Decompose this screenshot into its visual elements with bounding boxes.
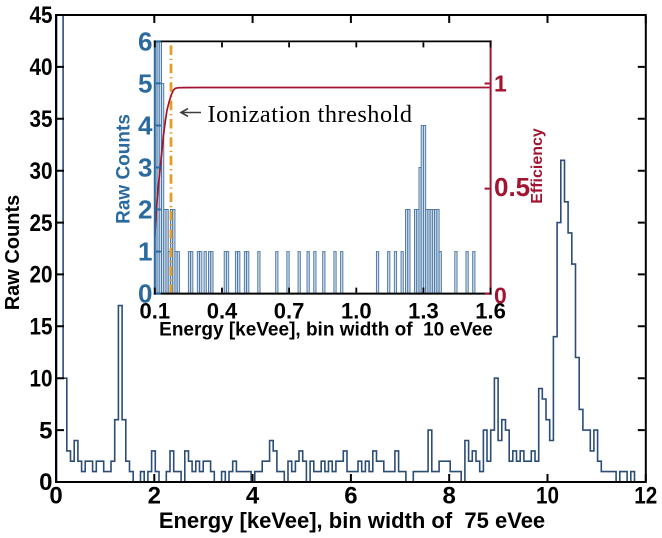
svg-text:0: 0 bbox=[49, 483, 62, 510]
svg-text:1: 1 bbox=[138, 237, 152, 267]
svg-text:4: 4 bbox=[246, 483, 260, 510]
svg-text:10: 10 bbox=[536, 483, 559, 510]
svg-text:0: 0 bbox=[138, 279, 152, 309]
svg-text:Energy [keVee], bin width of: Energy [keVee], bin width of 10 eVee bbox=[159, 320, 493, 341]
svg-text:1.6: 1.6 bbox=[475, 299, 506, 324]
svg-text:Raw Counts: Raw Counts bbox=[114, 114, 135, 224]
svg-text:Energy [keVee], bin width of: Energy [keVee], bin width of 75 eVee bbox=[159, 508, 545, 533]
svg-text:5: 5 bbox=[138, 68, 152, 98]
svg-text:1.3: 1.3 bbox=[408, 299, 439, 324]
svg-text:2: 2 bbox=[138, 194, 152, 224]
svg-text:Efficiency: Efficiency bbox=[529, 128, 546, 204]
svg-text:1: 1 bbox=[494, 71, 507, 97]
svg-text:4: 4 bbox=[138, 110, 153, 140]
svg-text:12: 12 bbox=[634, 483, 657, 510]
svg-text:0: 0 bbox=[39, 469, 52, 496]
svg-text:45: 45 bbox=[30, 2, 53, 29]
svg-text:10: 10 bbox=[30, 365, 53, 392]
svg-text:20: 20 bbox=[30, 262, 53, 289]
svg-text:35: 35 bbox=[30, 106, 53, 133]
svg-text:25: 25 bbox=[30, 210, 53, 237]
svg-text:15: 15 bbox=[30, 314, 53, 341]
svg-text:6: 6 bbox=[344, 483, 357, 510]
svg-text:0: 0 bbox=[494, 282, 507, 308]
svg-text:1.0: 1.0 bbox=[341, 299, 372, 324]
svg-text:2: 2 bbox=[148, 483, 161, 510]
svg-text:8: 8 bbox=[443, 483, 456, 510]
svg-text:30: 30 bbox=[30, 158, 53, 185]
svg-text:0.1: 0.1 bbox=[140, 299, 171, 324]
svg-text:Ionization threshold: Ionization threshold bbox=[208, 101, 413, 128]
svg-text:6: 6 bbox=[138, 26, 152, 56]
svg-text:5: 5 bbox=[39, 417, 52, 444]
svg-text:3: 3 bbox=[138, 152, 152, 182]
svg-text:Raw Counts: Raw Counts bbox=[2, 195, 24, 311]
svg-text:0.4: 0.4 bbox=[207, 299, 238, 324]
svg-text:40: 40 bbox=[30, 54, 53, 81]
svg-text:0.7: 0.7 bbox=[274, 299, 305, 324]
svg-text:0.5: 0.5 bbox=[494, 172, 530, 202]
